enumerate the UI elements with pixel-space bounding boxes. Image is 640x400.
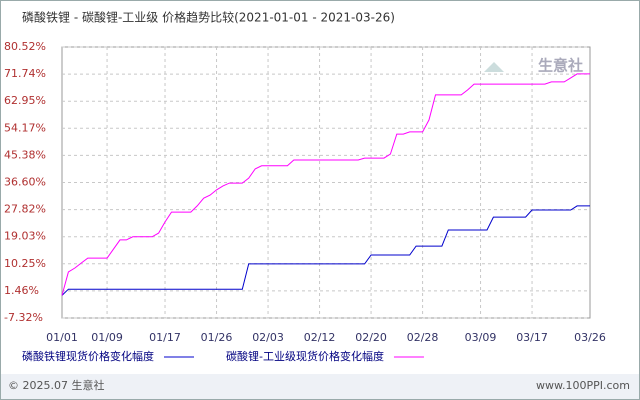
- y-tick-label: 80.52%: [4, 40, 46, 53]
- watermark-logo: [484, 62, 504, 72]
- watermark: 生意社: [538, 57, 583, 75]
- chart-title: 磷酸铁锂 - 碳酸锂-工业级 价格趋势比较(2021-01-01 - 2021-…: [22, 10, 395, 25]
- x-tick-label: 02/20: [355, 331, 387, 344]
- y-tick-label: 62.95%: [4, 94, 46, 107]
- x-tick-label: 01/26: [201, 331, 233, 344]
- legend-label: 磷酸铁锂现货价格变化幅度: [22, 349, 154, 363]
- y-tick-label: 10.25%: [4, 257, 46, 270]
- y-tick-label: 1.46%: [4, 284, 39, 297]
- footer-right: www.100PPI.com: [536, 379, 630, 392]
- x-tick-label: 03/09: [465, 331, 497, 344]
- x-tick-label: 01/17: [149, 331, 181, 344]
- series-line: [61, 205, 590, 296]
- x-tick-label: 02/12: [304, 331, 336, 344]
- y-tick-label: -7.32%: [4, 311, 43, 324]
- footer-bar: [1, 374, 639, 399]
- x-tick-label: 03/26: [574, 331, 606, 344]
- x-tick-label: 01/09: [91, 331, 123, 344]
- y-tick-label: 71.74%: [4, 67, 46, 80]
- x-tick-label: 02/28: [407, 331, 439, 344]
- footer-left: © 2025.07 生意社: [8, 378, 104, 392]
- y-tick-label: 36.60%: [4, 176, 46, 189]
- x-tick-label: 01/01: [46, 331, 78, 344]
- y-tick-label: 54.17%: [4, 121, 46, 134]
- legend-label: 碳酸锂-工业级现货价格变化幅度: [226, 349, 384, 363]
- y-tick-label: 27.82%: [4, 203, 46, 216]
- series-line: [61, 73, 590, 296]
- y-tick-label: 19.03%: [4, 230, 46, 243]
- x-tick-label: 02/03: [252, 331, 284, 344]
- y-tick-label: 45.38%: [4, 148, 46, 161]
- x-tick-label: 03/17: [516, 331, 548, 344]
